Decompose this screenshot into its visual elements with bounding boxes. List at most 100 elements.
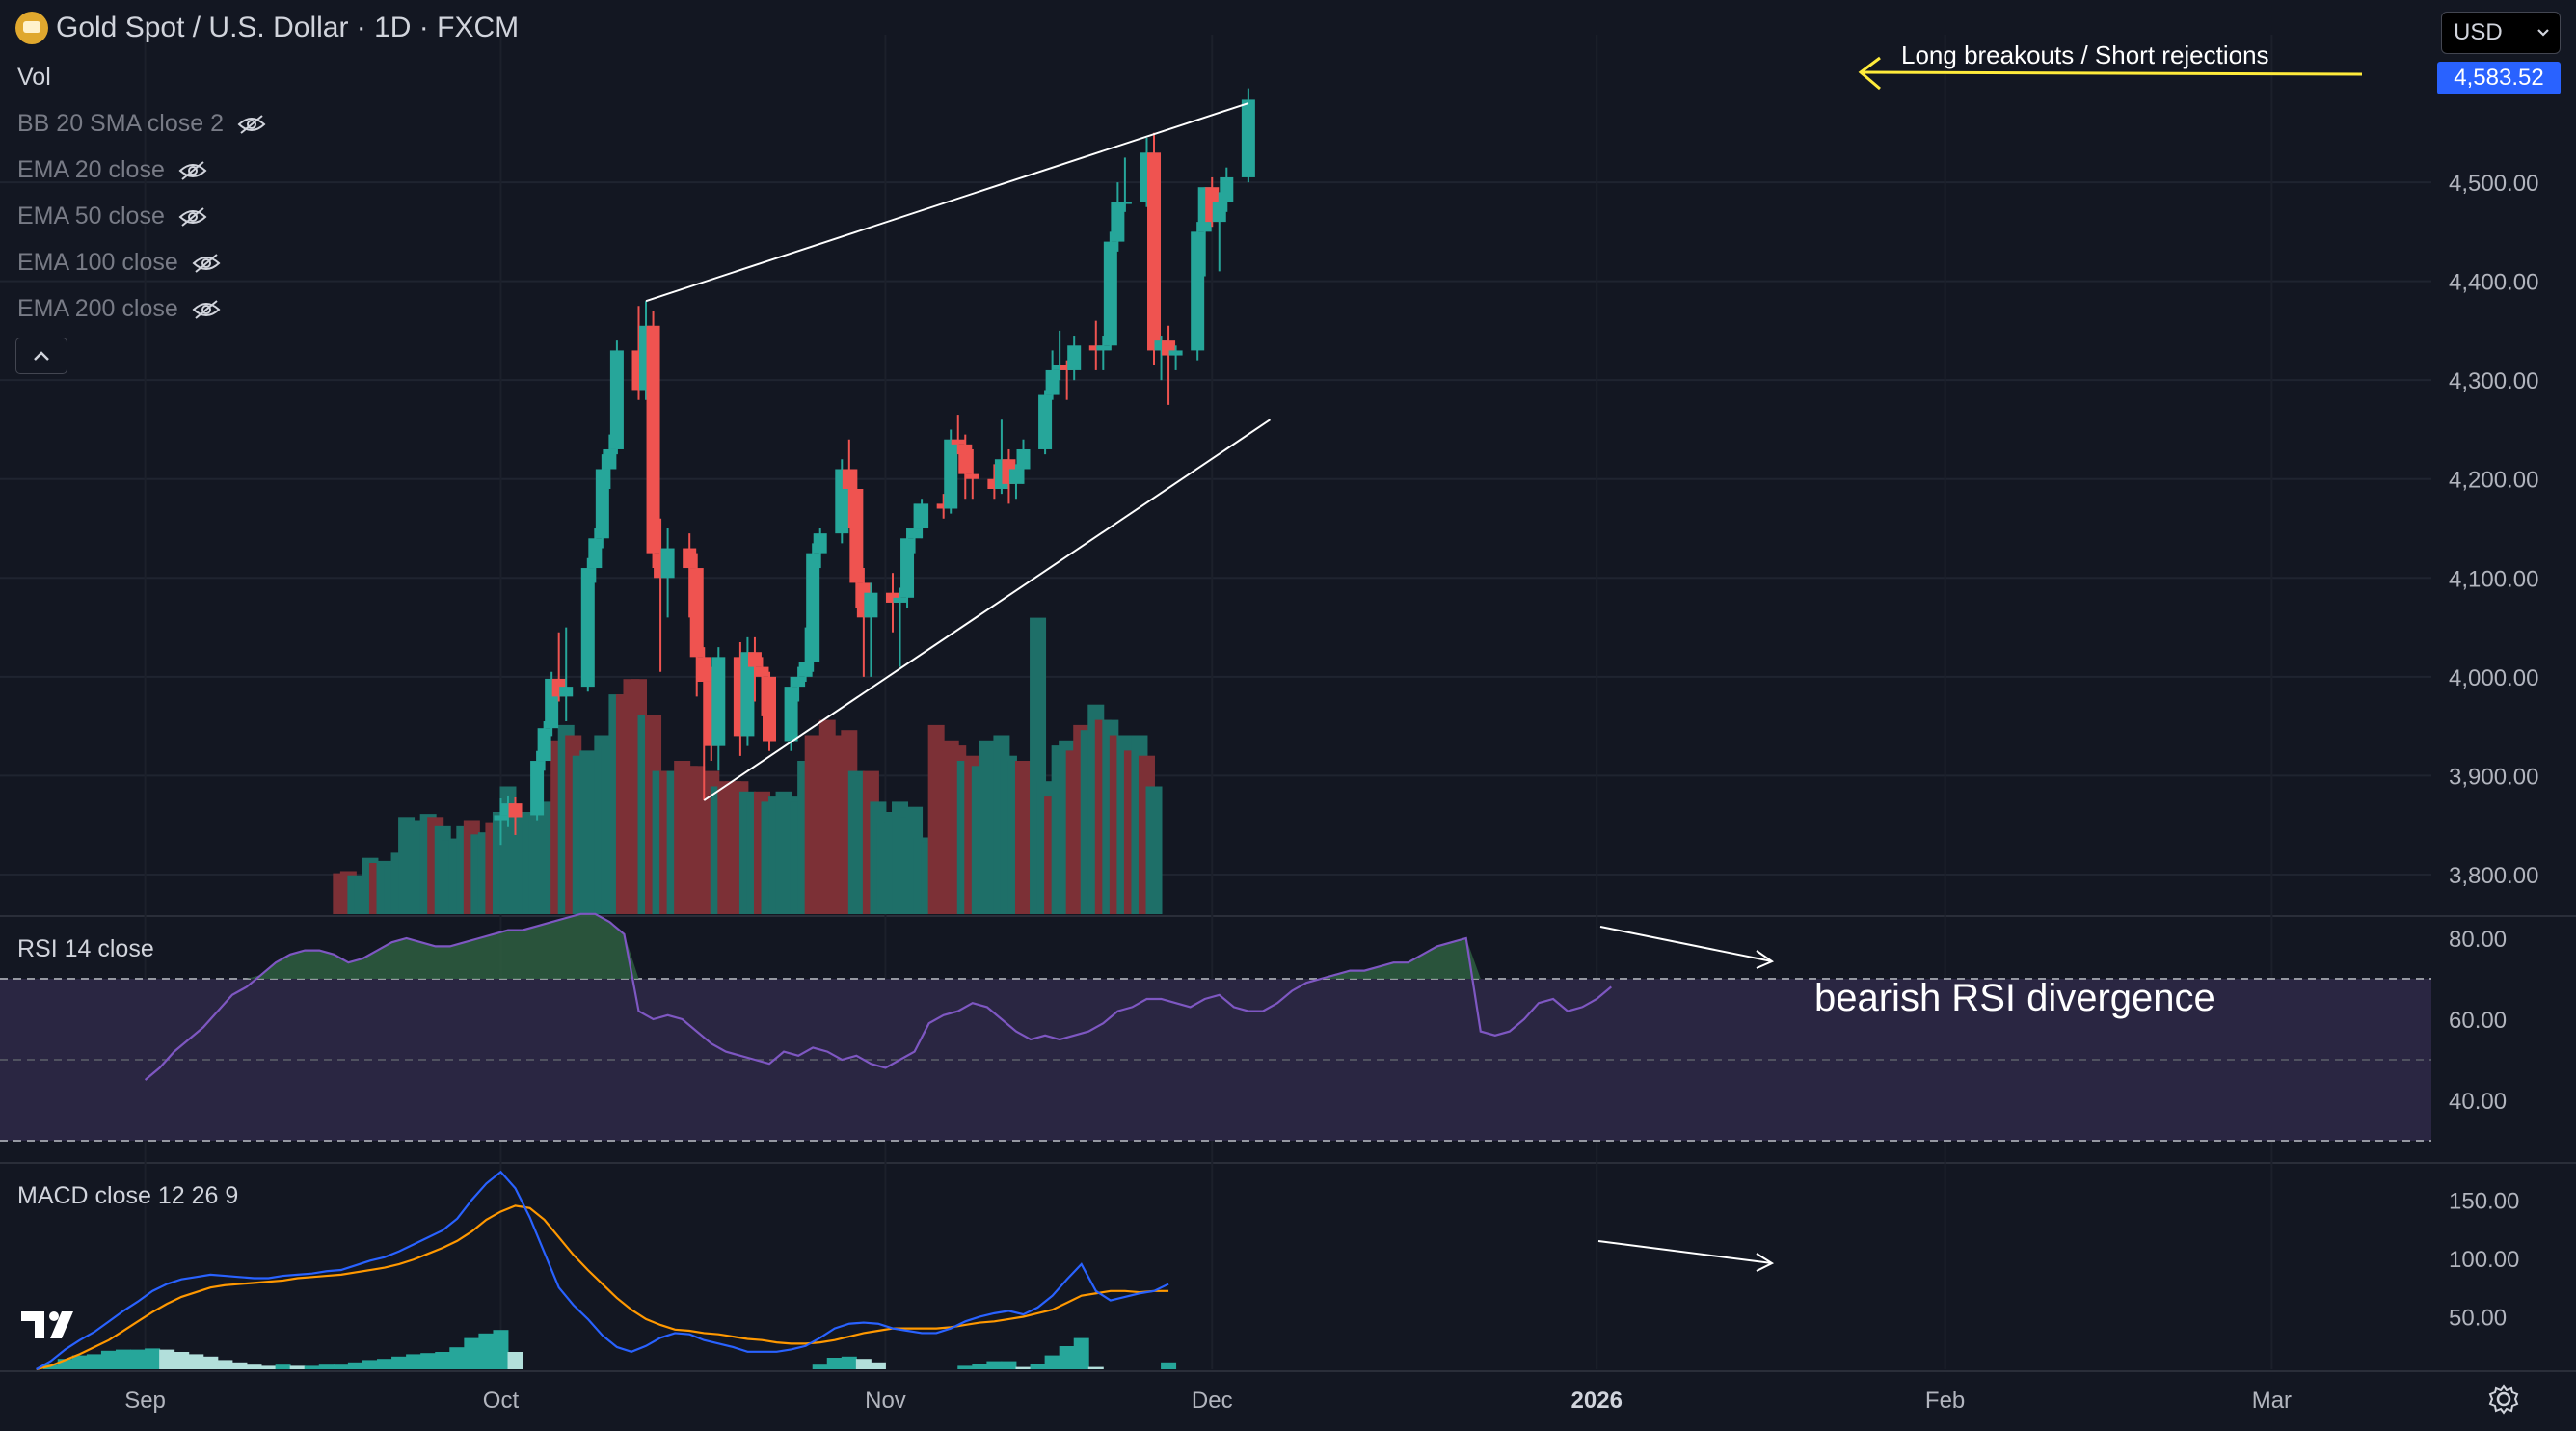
macd-histogram-bar	[115, 1349, 131, 1369]
macd-histogram-bar	[377, 1359, 393, 1369]
candle-body	[1154, 340, 1168, 351]
macd-histogram-bar	[86, 1354, 102, 1369]
macd-histogram-bar	[435, 1352, 451, 1369]
candle-body	[893, 597, 907, 603]
rsi-axis-tick-label: 40.00	[2449, 1089, 2507, 1115]
macd-histogram-bar	[289, 1365, 306, 1369]
macd-histogram-bar	[420, 1353, 437, 1369]
macd-histogram-bar	[464, 1337, 480, 1369]
candle-body	[1111, 202, 1125, 242]
candle-body	[784, 687, 798, 742]
candle-body	[864, 592, 878, 618]
macd-histogram-bar	[1161, 1362, 1177, 1369]
candle-body	[907, 528, 922, 539]
rsi-title[interactable]: RSI 14 close	[17, 935, 154, 962]
eye-off-icon[interactable]	[192, 253, 221, 273]
candle-body	[936, 503, 951, 509]
candle-body	[763, 676, 777, 742]
candle-body	[1067, 345, 1082, 370]
time-axis-label: Dec	[1192, 1388, 1233, 1414]
candle-body	[494, 815, 508, 821]
macd-histogram-bar	[100, 1350, 117, 1369]
legend-collapse-button[interactable]	[15, 338, 67, 374]
price-axis-tick-label: 4,100.00	[2449, 566, 2538, 592]
candle-body	[798, 662, 813, 677]
macd-histogram-bar	[318, 1364, 335, 1369]
volume-bar	[1145, 786, 1163, 914]
rsi-overbought-fill	[145, 913, 1612, 979]
time-axis-label: Sep	[124, 1388, 166, 1414]
rsi-divergence-arrow	[1599, 926, 1773, 962]
price-axis-tick-label: 3,900.00	[2449, 764, 2538, 790]
macd-histogram-bar	[449, 1347, 466, 1369]
candle-body	[885, 592, 899, 603]
macd-histogram-bar	[362, 1360, 378, 1369]
candle-body	[1088, 345, 1103, 351]
macd-histogram-bar	[1001, 1361, 1017, 1369]
rsi-line	[144, 912, 1613, 1081]
legend-ema100-label: EMA 100 close	[17, 249, 178, 276]
legend-vol[interactable]: Vol	[17, 64, 51, 92]
eye-off-icon[interactable]	[178, 160, 207, 180]
tradingview-logo-icon[interactable]	[21, 1308, 85, 1346]
candle-body	[1045, 369, 1060, 395]
eye-off-icon[interactable]	[237, 114, 266, 134]
macd-histogram-bar	[957, 1365, 974, 1369]
macd-histogram-bar	[1059, 1346, 1075, 1369]
candle-body	[1038, 394, 1053, 449]
symbol-title-row[interactable]: Gold Spot / U.S. Dollar · 1D · FXCM	[15, 12, 519, 44]
macd-divergence-arrowhead	[1756, 1253, 1775, 1272]
symbol-title: Gold Spot / U.S. Dollar · 1D · FXCM	[56, 12, 520, 43]
macd-histogram-bar	[972, 1364, 988, 1369]
rsi-axis-tick-label: 80.00	[2449, 927, 2507, 953]
settings-gear-icon[interactable]	[2487, 1383, 2520, 1416]
legend-ema50-label: EMA 50 close	[17, 202, 165, 230]
candle-body	[951, 439, 965, 445]
legend-ema20[interactable]: EMA 20 close	[17, 156, 207, 184]
candle-body	[559, 687, 574, 697]
candle-body	[1016, 448, 1031, 470]
breakout-annotation-text: Long breakouts / Short rejections	[1901, 40, 2269, 69]
candle-body	[1053, 364, 1067, 370]
legend-ema50[interactable]: EMA 50 close	[17, 202, 207, 230]
candle-body	[1117, 202, 1132, 204]
eye-off-icon[interactable]	[192, 299, 221, 319]
macd-histogram-bar	[188, 1354, 204, 1369]
macd-histogram-bar	[1044, 1355, 1060, 1369]
macd-axis-tick-label: 50.00	[2449, 1305, 2507, 1331]
candle-body	[660, 548, 675, 579]
candle-body	[595, 469, 609, 539]
time-axis-label: Mar	[2252, 1388, 2292, 1414]
gold-coin-icon	[15, 12, 48, 44]
price-axis-tick-label: 4,500.00	[2449, 171, 2538, 197]
candle-body	[609, 350, 624, 449]
last-price-tag: 4,583.52	[2437, 62, 2561, 94]
candle-body	[813, 533, 827, 554]
macd-title[interactable]: MACD close 12 26 9	[17, 1182, 239, 1209]
macd-histogram-bar	[159, 1349, 175, 1369]
macd-histogram-bar	[870, 1362, 886, 1369]
currency-select[interactable]: USD	[2441, 12, 2561, 54]
candle-body	[1060, 364, 1074, 370]
macd-histogram-bar	[1030, 1364, 1046, 1369]
eye-off-icon[interactable]	[178, 206, 207, 227]
macd-histogram-bar	[478, 1333, 495, 1369]
time-axis-label: Oct	[483, 1388, 520, 1414]
macd-histogram-bar	[493, 1330, 509, 1369]
macd-axis-tick-label: 100.00	[2449, 1247, 2519, 1273]
rsi-axis-tick-label: 60.00	[2449, 1008, 2507, 1034]
candle-body	[1191, 231, 1205, 351]
macd-divergence-arrow	[1597, 1240, 1773, 1264]
candle-body	[588, 538, 603, 569]
legend-bb[interactable]: BB 20 SMA close 2	[17, 110, 266, 138]
macd-histogram-bar	[1087, 1366, 1104, 1369]
legend-ema200-label: EMA 200 close	[17, 295, 178, 322]
legend-ema200[interactable]: EMA 200 close	[17, 295, 221, 323]
time-axis-label: 2026	[1571, 1388, 1623, 1414]
chevron-up-icon	[34, 351, 49, 361]
macd-histogram-bar	[391, 1356, 408, 1369]
legend-ema100[interactable]: EMA 100 close	[17, 249, 221, 277]
candle-body	[1096, 345, 1111, 351]
